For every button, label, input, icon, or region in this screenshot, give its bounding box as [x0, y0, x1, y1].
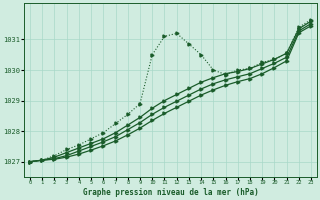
- X-axis label: Graphe pression niveau de la mer (hPa): Graphe pression niveau de la mer (hPa): [83, 188, 259, 197]
